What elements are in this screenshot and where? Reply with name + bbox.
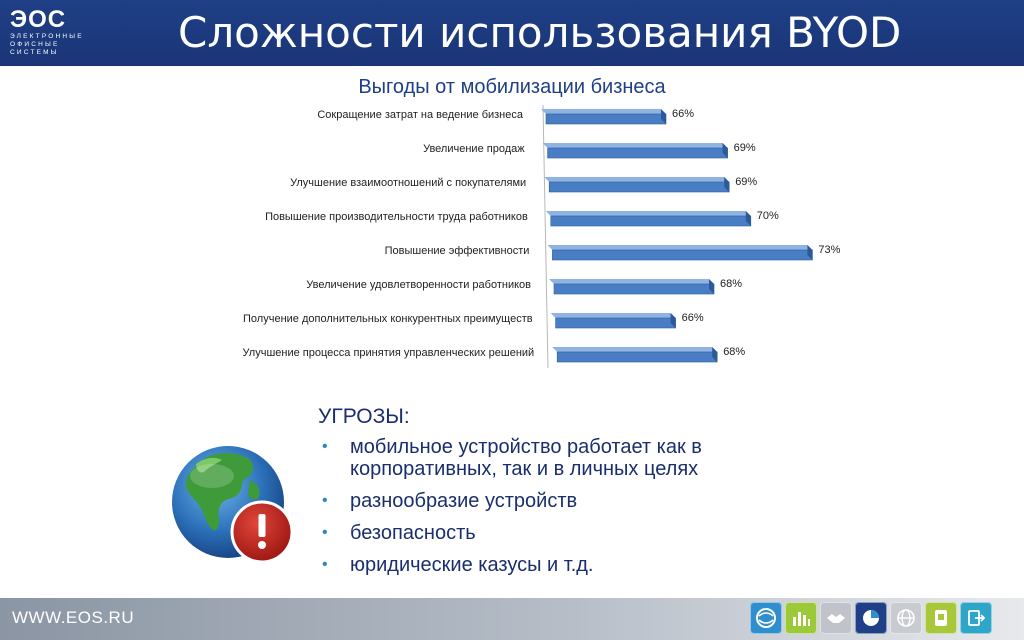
slide-title: Сложности использования BYOD xyxy=(178,8,902,57)
bar xyxy=(550,215,752,227)
threat-item: • мобильное устройство работает как в кор… xyxy=(318,436,838,480)
bar-end-face xyxy=(670,313,676,328)
chart-title: Выгоды от мобилизации бизнеса xyxy=(358,76,666,98)
bar-end-face xyxy=(709,279,714,294)
data-label: 66% xyxy=(682,312,704,324)
globe-swirl-icon[interactable] xyxy=(750,602,782,634)
data-label: 70% xyxy=(757,210,779,222)
logo-line-2: ОФИСНЫЕ xyxy=(10,41,60,48)
threat-item-text: безопасность xyxy=(350,522,476,544)
category-label: Улучшение процесса принятия управленческ… xyxy=(243,347,535,359)
globe-warning-icon xyxy=(172,446,294,564)
bar-top-face xyxy=(542,143,728,148)
bar xyxy=(555,317,676,329)
data-label: 73% xyxy=(818,244,840,256)
chart-axis-line xyxy=(542,104,549,369)
bar xyxy=(548,181,730,193)
bar-top-face xyxy=(552,347,718,352)
bullet-icon: • xyxy=(322,556,328,573)
bullet-icon: • xyxy=(322,524,328,541)
eos-logo: ЭОС ЭЛЕКТРОННЫЕ ОФИСНЫЕ СИСТЕМЫ xyxy=(10,6,84,57)
threats-heading: УГРОЗЫ: xyxy=(318,405,410,428)
threat-item-text: разнообразие устройств xyxy=(350,490,578,512)
logo-line-3: СИСТЕМЫ xyxy=(10,49,59,56)
footer-icon-row xyxy=(750,602,992,634)
threats-block: УГРОЗЫ: • мобильное устройство работает к… xyxy=(318,404,838,586)
handshake-icon[interactable] xyxy=(820,602,852,634)
footer-url[interactable]: WWW.EOS.RU xyxy=(12,608,135,627)
category-label: Увеличение удовлетворенности работников xyxy=(306,279,531,291)
bar-end-face xyxy=(661,109,666,124)
threats-list: • мобильное устройство работает как в кор… xyxy=(318,436,838,576)
bar xyxy=(556,351,718,363)
bullet-icon: • xyxy=(322,492,328,509)
category-label: Улучшение взаимоотношений с покупателями xyxy=(290,177,526,189)
bullet-icon: • xyxy=(322,438,328,455)
bar xyxy=(547,147,728,159)
category-label: Сокращение затрат на ведение бизнеса xyxy=(317,109,524,121)
category-label: Повышение производительности труда работ… xyxy=(265,211,528,223)
threat-item-text: мобильное устройство работает как в корп… xyxy=(350,436,702,480)
logo-mark: ЭОС xyxy=(10,6,67,33)
data-label: 69% xyxy=(734,142,756,154)
data-label: 69% xyxy=(735,176,757,188)
bar-end-face xyxy=(724,177,730,192)
threat-item: • юридические казусы и т.д. xyxy=(318,554,838,576)
category-label: Получение дополнительных конкурентных пр… xyxy=(243,313,533,325)
bar-top-face xyxy=(541,109,666,114)
bar-end-face xyxy=(807,245,813,260)
data-label: 68% xyxy=(720,278,742,290)
bar-top-face xyxy=(545,211,751,216)
bar xyxy=(545,113,667,125)
logo-line-1: ЭЛЕКТРОННЫЕ xyxy=(10,33,84,40)
pie-chart-icon[interactable] xyxy=(855,602,887,634)
bar-top-face xyxy=(550,313,676,318)
bar-top-face xyxy=(549,279,714,284)
bar-end-face xyxy=(712,347,718,362)
threat-item-text: юридические казусы и т.д. xyxy=(350,554,594,576)
exit-icon[interactable] xyxy=(960,602,992,634)
globe-grid-icon[interactable] xyxy=(890,602,922,634)
data-label: 66% xyxy=(672,108,694,120)
benefits-bar-chart: Сокращение затрат на ведение бизнеса 66% У… xyxy=(243,104,841,369)
category-label: Повышение эффективности xyxy=(385,245,530,257)
category-label: Увеличение продаж xyxy=(423,143,525,155)
document-icon[interactable] xyxy=(925,602,957,634)
footer-bar: WWW.EOS.RU xyxy=(0,598,1024,640)
data-label: 68% xyxy=(723,346,745,358)
bar xyxy=(553,283,715,295)
bar-top-face xyxy=(547,245,813,250)
bar-end-face xyxy=(745,211,751,226)
bar xyxy=(552,249,813,261)
threat-item: • разнообразие устройств xyxy=(318,490,838,512)
threat-item: • безопасность xyxy=(318,522,838,544)
bar-top-face xyxy=(544,177,730,182)
bar-end-face xyxy=(722,143,728,158)
bar-chart-icon[interactable] xyxy=(785,602,817,634)
header-bar: ЭОС ЭЛЕКТРОННЫЕ ОФИСНЫЕ СИСТЕМЫ Сложност… xyxy=(0,0,1024,66)
